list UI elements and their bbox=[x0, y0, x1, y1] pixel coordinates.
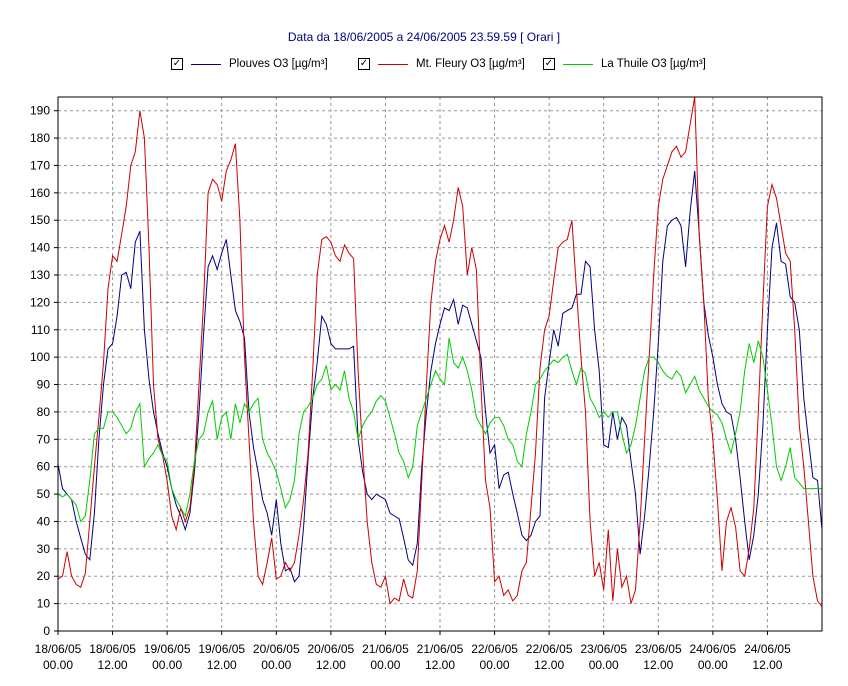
x-tick-label-time: 00.00 bbox=[261, 658, 291, 672]
chart-title: Data da 18/06/2005 a 24/06/2005 23.59.59… bbox=[287, 30, 561, 44]
legend-label-mt-fleury: Mt. Fleury O3 [µg/m³] bbox=[416, 58, 525, 70]
y-tick-label: 50 bbox=[37, 487, 51, 501]
legend-swatch-mt-fleury bbox=[378, 63, 408, 65]
x-tick-label-time: 00.00 bbox=[698, 658, 728, 672]
y-tick-label: 120 bbox=[30, 295, 50, 309]
y-tick-label: 20 bbox=[37, 569, 51, 583]
x-tick-label-date: 22/06/05 bbox=[526, 642, 573, 656]
x-tick-label-time: 12.00 bbox=[534, 658, 564, 672]
legend-checkbox-mt-fleury[interactable]: ✓ bbox=[358, 58, 370, 70]
legend-item-la-thuile[interactable]: ✓ La Thuile O3 [µg/m³] bbox=[543, 55, 706, 73]
x-tick-label-time: 12.00 bbox=[207, 658, 237, 672]
y-tick-label: 140 bbox=[30, 241, 50, 255]
x-tick-label-date: 23/06/05 bbox=[580, 642, 627, 656]
series-line-1 bbox=[58, 97, 822, 607]
x-tick-label-time: 00.00 bbox=[43, 658, 73, 672]
x-tick-label-date: 24/06/05 bbox=[744, 642, 791, 656]
series-line-2 bbox=[58, 337, 822, 523]
legend-item-plouves[interactable]: ✓ Plouves O3 [µg/m³] bbox=[171, 55, 328, 73]
x-tick-label-date: 19/06/05 bbox=[144, 642, 191, 656]
y-tick-label: 130 bbox=[30, 268, 50, 282]
x-tick-label-time: 12.00 bbox=[316, 658, 346, 672]
x-tick-label-time: 00.00 bbox=[589, 658, 619, 672]
y-tick-label: 0 bbox=[43, 624, 50, 638]
y-tick-label: 10 bbox=[37, 597, 51, 611]
y-tick-label: 60 bbox=[37, 460, 51, 474]
chart-legend: ✓ Plouves O3 [µg/m³] ✓ Mt. Fleury O3 [µg… bbox=[0, 55, 848, 73]
y-tick-label: 180 bbox=[30, 131, 50, 145]
plot-frame bbox=[57, 96, 823, 632]
x-tick-label-date: 22/06/05 bbox=[471, 642, 518, 656]
legend-swatch-la-thuile bbox=[563, 63, 593, 65]
x-tick-label-date: 20/06/05 bbox=[307, 642, 354, 656]
legend-checkbox-la-thuile[interactable]: ✓ bbox=[543, 58, 555, 70]
x-tick-label-time: 12.00 bbox=[643, 658, 673, 672]
y-tick-label: 160 bbox=[30, 186, 50, 200]
y-tick-label: 150 bbox=[30, 213, 50, 227]
x-tick-label-date: 18/06/05 bbox=[35, 642, 82, 656]
x-tick-label-time: 00.00 bbox=[480, 658, 510, 672]
y-tick-label: 30 bbox=[37, 542, 51, 556]
y-tick-label: 100 bbox=[30, 350, 50, 364]
x-tick-label-date: 19/06/05 bbox=[198, 642, 245, 656]
legend-item-mt-fleury[interactable]: ✓ Mt. Fleury O3 [µg/m³] bbox=[358, 55, 525, 73]
x-tick-label-time: 00.00 bbox=[370, 658, 400, 672]
x-tick-label-date: 20/06/05 bbox=[253, 642, 300, 656]
y-tick-label: 40 bbox=[37, 514, 51, 528]
legend-checkbox-plouves[interactable]: ✓ bbox=[171, 58, 183, 70]
x-tick-label-date: 21/06/05 bbox=[417, 642, 464, 656]
legend-swatch-plouves bbox=[191, 63, 221, 65]
x-tick-label-date: 21/06/05 bbox=[362, 642, 409, 656]
x-tick-label-date: 18/06/05 bbox=[89, 642, 136, 656]
x-tick-label-time: 12.00 bbox=[752, 658, 782, 672]
x-tick-label-date: 23/06/05 bbox=[635, 642, 682, 656]
x-tick-label-time: 00.00 bbox=[152, 658, 182, 672]
x-tick-label-date: 24/06/05 bbox=[689, 642, 736, 656]
y-tick-label: 90 bbox=[37, 378, 51, 392]
y-tick-label: 70 bbox=[37, 432, 51, 446]
y-tick-label: 110 bbox=[31, 323, 50, 337]
x-tick-label-time: 12.00 bbox=[425, 658, 455, 672]
x-tick-label-time: 12.00 bbox=[98, 658, 128, 672]
y-tick-label: 80 bbox=[37, 405, 51, 419]
y-tick-label: 190 bbox=[30, 104, 50, 118]
y-tick-label: 170 bbox=[30, 158, 50, 172]
legend-label-la-thuile: La Thuile O3 [µg/m³] bbox=[601, 58, 706, 70]
legend-label-plouves: Plouves O3 [µg/m³] bbox=[229, 58, 328, 70]
